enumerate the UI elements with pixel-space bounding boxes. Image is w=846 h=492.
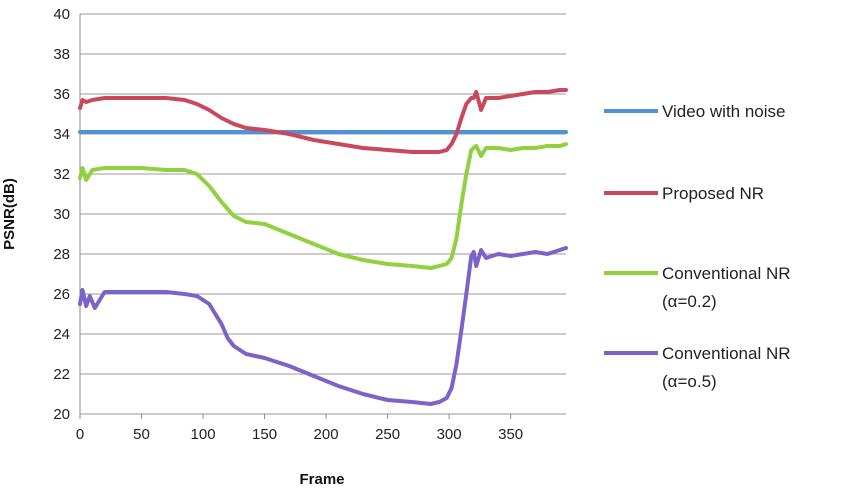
x-tick-label: 300 bbox=[437, 426, 462, 443]
y-tick-label: 22 bbox=[53, 366, 70, 383]
x-tick-label: 0 bbox=[76, 426, 84, 443]
y-tick-label: 38 bbox=[53, 46, 70, 63]
legend-label-2: Proposed NR bbox=[662, 184, 764, 203]
legend-label-4: Conventional NR bbox=[662, 344, 791, 363]
x-axis-title: Frame bbox=[299, 471, 344, 488]
series-lines bbox=[78, 88, 568, 406]
y-tick-label: 24 bbox=[53, 326, 70, 343]
x-tick-label: 50 bbox=[133, 426, 150, 443]
grid-lines bbox=[80, 13, 566, 415]
x-tick-label: 200 bbox=[314, 426, 339, 443]
series-line-4 bbox=[78, 246, 568, 406]
y-tick-label: 26 bbox=[53, 286, 70, 303]
series-line-3 bbox=[78, 142, 568, 270]
y-tick-label: 30 bbox=[53, 206, 70, 223]
x-tick-label: 150 bbox=[252, 426, 277, 443]
x-tick-label: 250 bbox=[375, 426, 400, 443]
axes: 20 22 24 26 28 30 32 34 36 38 40 0 50 100 150 200 250 300… bbox=[53, 6, 523, 443]
x-tick-label: 100 bbox=[191, 426, 216, 443]
y-axis-title: PSNR(dB) bbox=[1, 178, 18, 250]
y-tick-label: 32 bbox=[53, 166, 70, 183]
y-tick-label: 20 bbox=[53, 406, 70, 423]
legend: Video with noise Proposed NR Conventional … bbox=[604, 102, 791, 391]
legend-sublabel-4: (α=o.5) bbox=[662, 372, 717, 391]
legend-label-3: Conventional NR bbox=[662, 264, 791, 283]
legend-sublabel-3: (α=0.2) bbox=[662, 292, 717, 311]
legend-label-1: Video with noise bbox=[662, 102, 786, 121]
x-tick-label: 350 bbox=[498, 426, 523, 443]
series-line-2 bbox=[78, 88, 568, 154]
y-tick-label: 36 bbox=[53, 86, 70, 103]
y-tick-label: 40 bbox=[53, 6, 70, 23]
y-tick-label: 28 bbox=[53, 246, 70, 263]
y-tick-label: 34 bbox=[53, 126, 70, 143]
